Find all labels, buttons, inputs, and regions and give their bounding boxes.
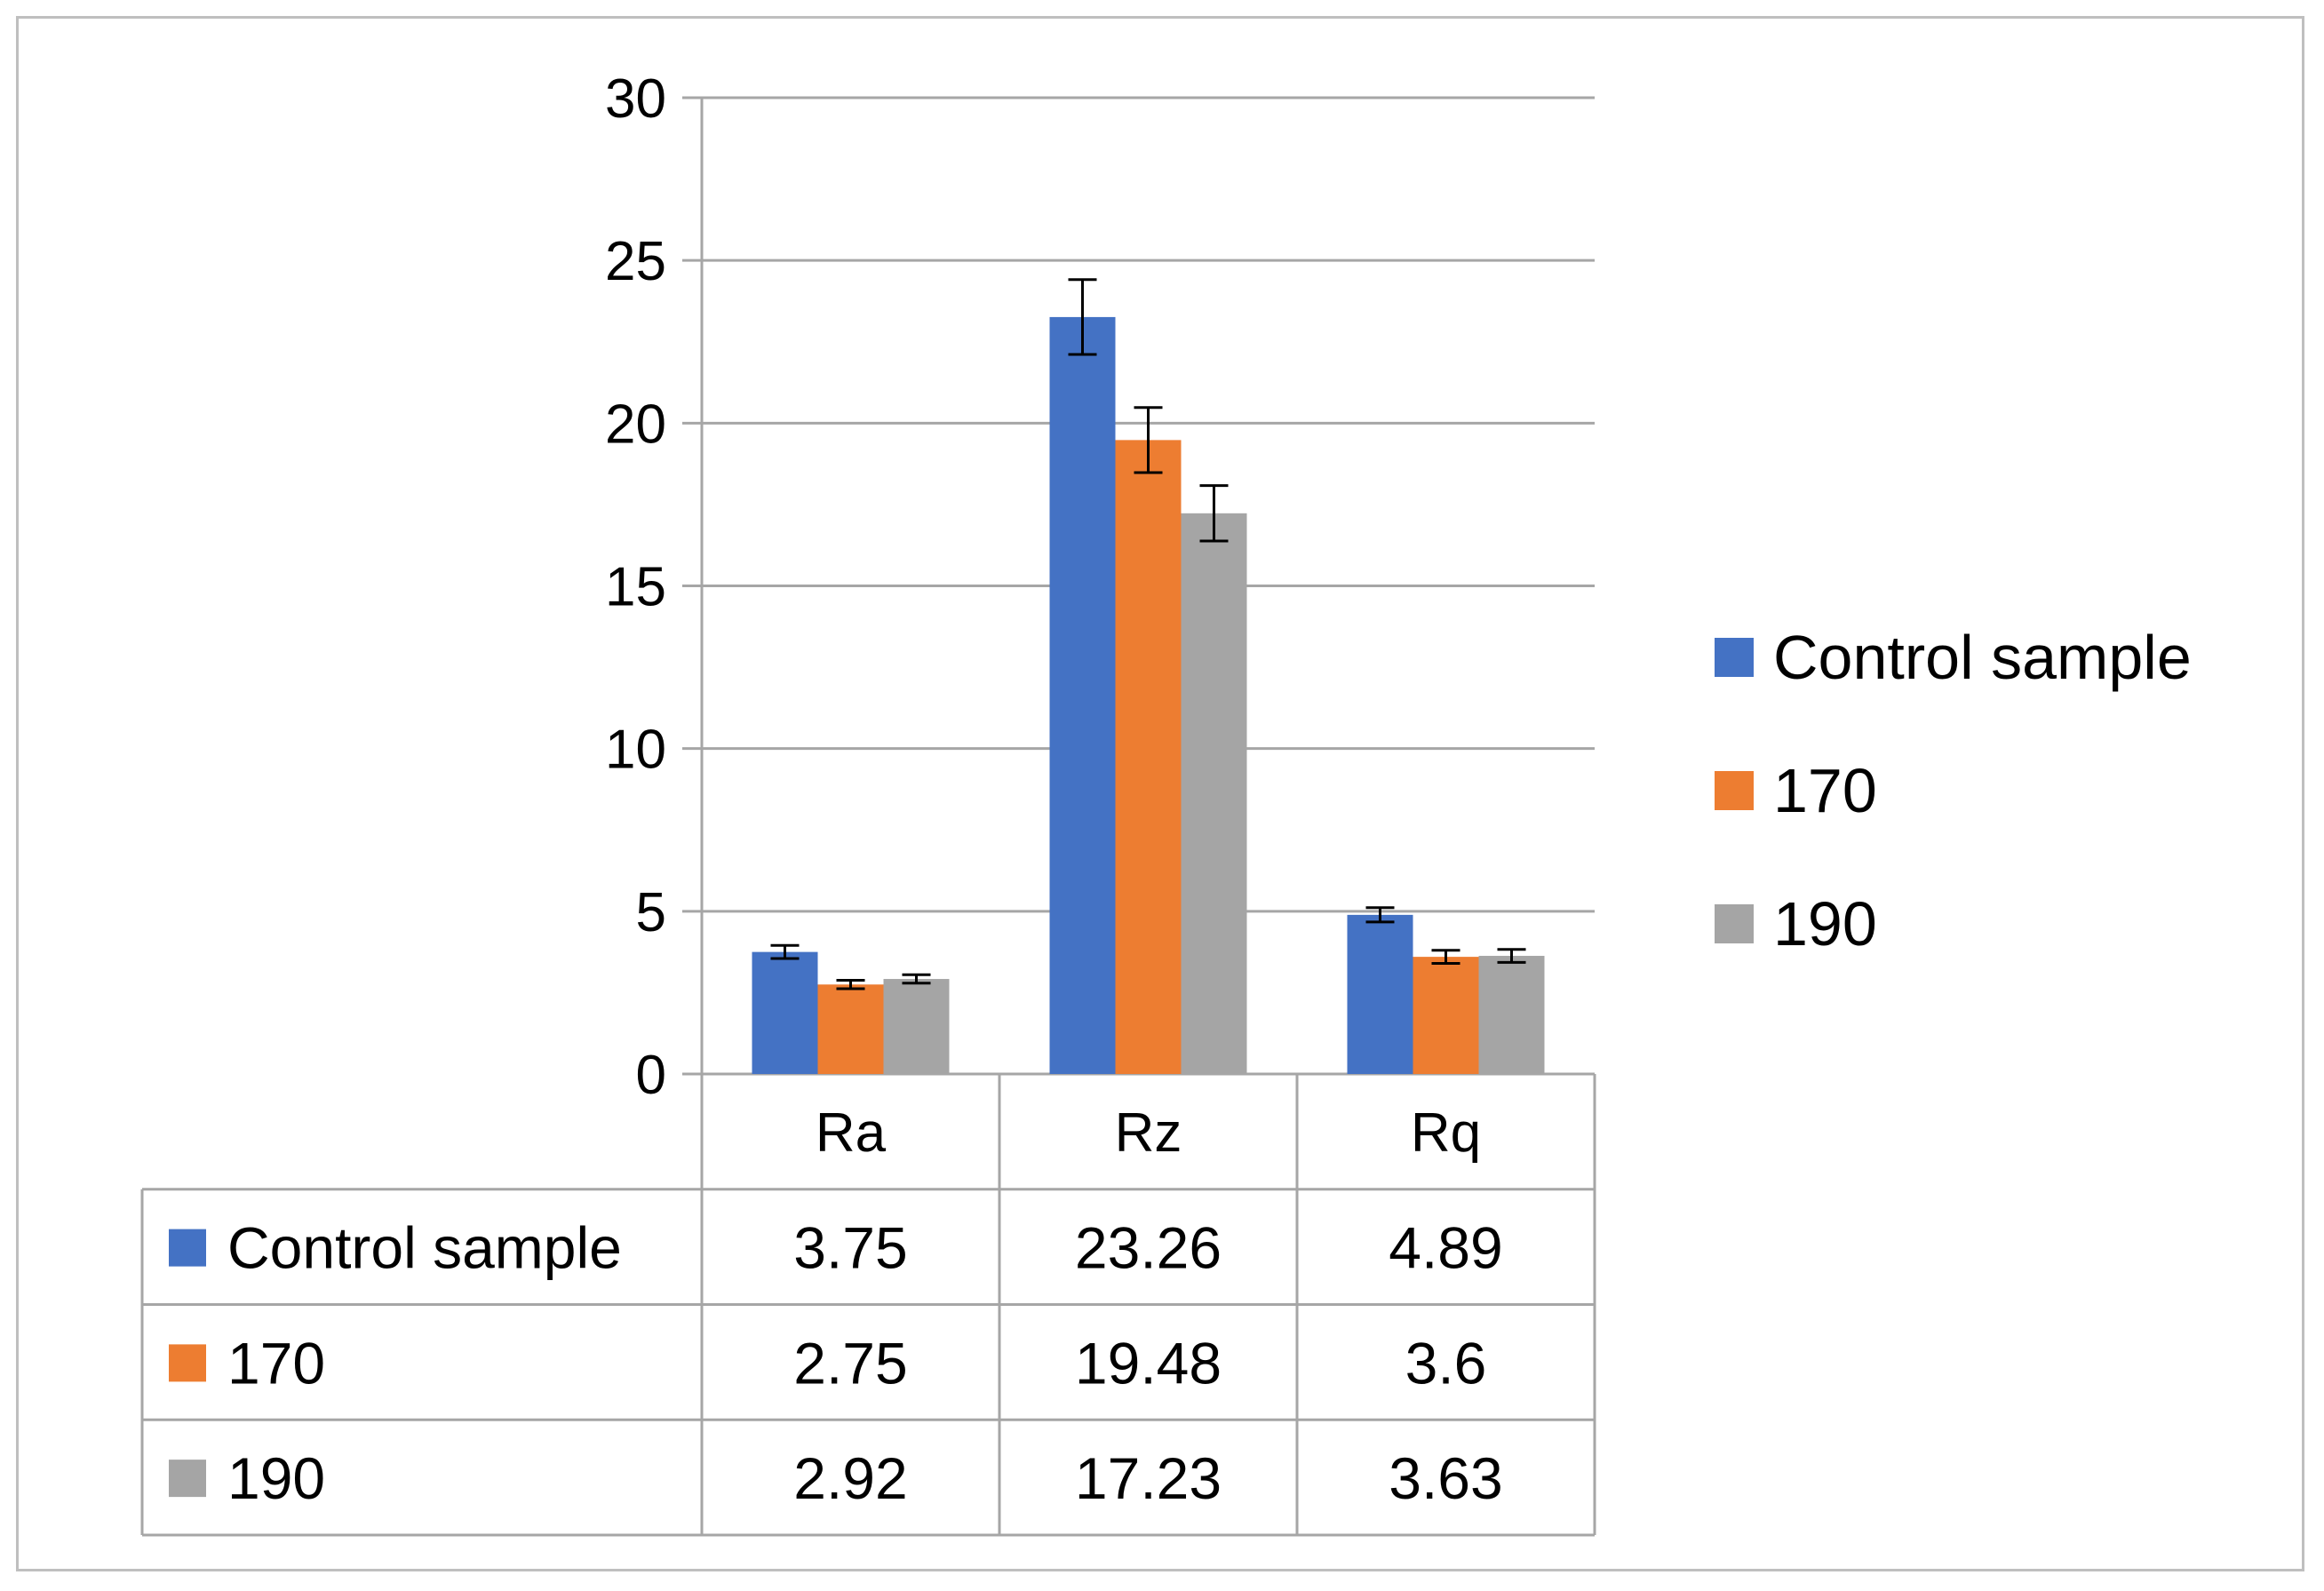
table-legend-key [169, 1344, 206, 1382]
legend-label: 170 [1773, 756, 1877, 825]
table-cell: 3.75 [793, 1215, 907, 1281]
legend-label: Control sample [1773, 623, 2192, 692]
category-label-rz: Rz [1115, 1102, 1182, 1164]
legend-label: 190 [1773, 889, 1877, 959]
y-tick-label: 10 [605, 720, 666, 781]
bar-rq-1 [1413, 957, 1479, 1074]
bar-ra-2 [883, 979, 950, 1074]
table-row-label: 190 [227, 1445, 325, 1511]
y-tick-label: 25 [605, 231, 666, 292]
table-cell: 2.92 [793, 1445, 907, 1511]
y-tick-label: 0 [636, 1045, 666, 1106]
data-table: Ra Rz Rq Control sample 3.75 23.26 4.89 170 2.75… [140, 1074, 1596, 1537]
table-legend-key [169, 1460, 206, 1498]
table-cell: 17.23 [1075, 1445, 1222, 1511]
y-tick-label: 30 [605, 68, 666, 130]
bar-rz-0 [1049, 316, 1116, 1074]
bar-rz-2 [1181, 513, 1247, 1074]
bars [752, 316, 1545, 1074]
error-bars [770, 278, 1526, 990]
legend-key [1715, 638, 1754, 677]
y-tick-label: 20 [605, 394, 666, 455]
table-cell: 3.6 [1405, 1330, 1487, 1396]
category-label-ra: Ra [816, 1102, 887, 1164]
legend: Control sample 170 190 [1715, 623, 2192, 959]
bar-rq-2 [1478, 956, 1545, 1074]
bar-ra-0 [752, 951, 818, 1074]
table-row-label: Control sample [227, 1215, 622, 1281]
bar-ra-1 [817, 984, 884, 1074]
category-label-rq: Rq [1411, 1102, 1481, 1164]
table-legend-key [169, 1229, 206, 1267]
table-cell: 23.26 [1075, 1215, 1222, 1281]
legend-key [1715, 771, 1754, 810]
y-tick-label: 15 [605, 557, 666, 618]
bar-rq-0 [1347, 914, 1413, 1074]
table-row-label: 170 [227, 1330, 325, 1396]
y-axis-ticks: 0 5 10 15 20 25 30 [605, 68, 666, 1106]
table-cell: 19.48 [1075, 1330, 1222, 1396]
legend-key [1715, 904, 1754, 943]
chart-frame [16, 16, 2304, 1571]
table-cell: 2.75 [793, 1330, 907, 1396]
table-cell: 4.89 [1389, 1215, 1502, 1281]
bar-rz-1 [1115, 440, 1182, 1074]
table-cell: 3.63 [1389, 1445, 1502, 1511]
y-tick-label: 5 [636, 882, 666, 943]
